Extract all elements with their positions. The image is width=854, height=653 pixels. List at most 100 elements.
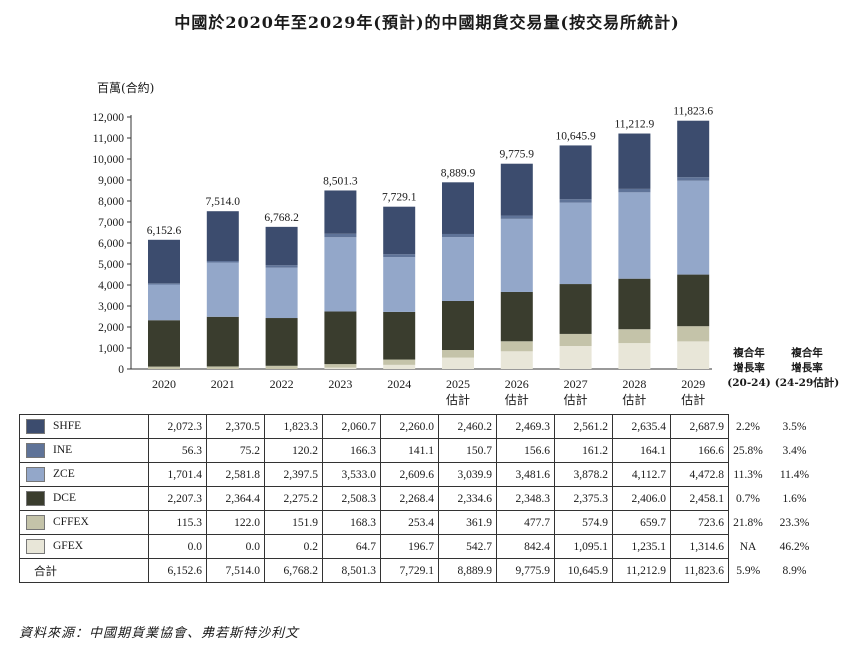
bar-segment-gfex xyxy=(324,367,357,369)
x-tick-label: 2027 xyxy=(564,377,588,391)
bar-total-label: 6,152.6 xyxy=(147,225,182,237)
cagr-header-2-line3: (24-29估計) xyxy=(774,377,840,389)
y-tick-label: 2,000 xyxy=(98,322,124,334)
bar-segment-dce xyxy=(324,311,357,365)
cagr-24-29-cell: 46.2% xyxy=(779,540,810,553)
y-tick-label: 8,000 xyxy=(98,196,124,208)
cagr-20-24-cell: 0.7% xyxy=(736,492,760,505)
table-cell: 2,406.0 xyxy=(612,486,671,511)
bar-segment-zce xyxy=(383,257,416,312)
total-cell: 8,501.3 xyxy=(322,558,381,583)
bar-segment-ine xyxy=(265,265,298,268)
table-cell: 2,268.4 xyxy=(380,486,439,511)
bar-segment-zce xyxy=(677,180,710,275)
cagr-header-1-line2: 增長率 xyxy=(733,362,765,374)
bar-segment-ine xyxy=(500,215,533,219)
table-cell: 2,370.5 xyxy=(206,414,265,439)
table-cell: 361.9 xyxy=(438,510,497,535)
table-cell: 542.7 xyxy=(438,534,497,559)
cagr-20-24-cell: 5.9% xyxy=(736,564,761,577)
table-cell: 1,823.3 xyxy=(264,414,323,439)
table-cell: 2,364.4 xyxy=(206,486,265,511)
x-tick-note: 估計 xyxy=(505,392,529,407)
bar-segment-zce xyxy=(206,262,239,317)
row-name: CFFEX xyxy=(53,516,89,529)
bar-segment-shfe xyxy=(265,226,298,266)
bar-segment-shfe xyxy=(559,145,592,200)
y-tick-label: 11,000 xyxy=(93,133,124,145)
bar-segment-cffex xyxy=(206,366,239,369)
cagr-header-1-line3: (20-24) xyxy=(727,377,771,389)
bar-segment-shfe xyxy=(324,190,357,234)
table-cell: 156.6 xyxy=(496,438,555,463)
y-tick-label: 6,000 xyxy=(98,238,124,250)
row-label: GFEX xyxy=(19,534,149,559)
cagr-24-29-cell: 11.4% xyxy=(779,468,810,481)
cagr-20-24-cell: 2.2% xyxy=(736,420,760,433)
row-label: CFFEX xyxy=(19,510,149,535)
bar-total-label: 8,501.3 xyxy=(323,175,358,187)
cagr-24-29-cell: 23.3% xyxy=(779,516,810,529)
table-cell: 1,235.1 xyxy=(612,534,671,559)
table-cell: 2,375.3 xyxy=(554,486,613,511)
bar-segment-gfex xyxy=(383,364,416,369)
table-cell: 842.4 xyxy=(496,534,555,559)
bar-total-label: 11,823.6 xyxy=(673,106,713,118)
table-cell: 75.2 xyxy=(206,438,265,463)
bar-segment-gfex xyxy=(677,341,710,369)
table-cell: 56.3 xyxy=(148,438,207,463)
bar-segment-ine xyxy=(618,188,651,193)
bar-segment-dce xyxy=(618,278,651,330)
total-cell: 6,152.6 xyxy=(148,558,207,583)
table-cell: 3,533.0 xyxy=(322,462,381,487)
table-cell: 120.2 xyxy=(264,438,323,463)
bar-segment-ine xyxy=(206,260,239,263)
legend-swatch xyxy=(26,491,45,506)
table-cell: 2,508.3 xyxy=(322,486,381,511)
cagr-20-24-cell: NA xyxy=(739,540,757,553)
table-cell: 141.1 xyxy=(380,438,439,463)
cagr-24-29-cell: 8.9% xyxy=(782,564,807,577)
bar-segment-cffex xyxy=(500,341,533,352)
cagr-24-29-cell: 3.4% xyxy=(782,444,807,457)
total-cell: 6,768.2 xyxy=(264,558,323,583)
stacked-bar-chart: 百萬(合約) 0 1,000 2,000 3,000 4,000 5,000 6,000 7,0… xyxy=(92,80,713,407)
bar-total-label: 7,514.0 xyxy=(206,196,241,208)
table-cell: 0.2 xyxy=(264,534,323,559)
table-cell: 2,609.6 xyxy=(380,462,439,487)
table-cell: 2,397.5 xyxy=(264,462,323,487)
table-cell: 2,469.3 xyxy=(496,414,555,439)
table-row: DCE 2,207.3 2,364.4 2,275.2 2,508.3 2,268.4 2,… xyxy=(19,486,822,511)
x-tick-note: 估計 xyxy=(622,392,646,407)
bar-segment-dce xyxy=(265,318,298,366)
table-cell: 659.7 xyxy=(612,510,671,535)
table-cell: 4,112.7 xyxy=(612,462,671,487)
bar-segment-zce xyxy=(618,192,651,279)
bar-segment-ine xyxy=(324,233,357,238)
table-cell: 2,207.3 xyxy=(148,486,207,511)
chart-title: 中國於2020年至2029年(預計)的中國期貨交易量(按交易所統計) xyxy=(174,13,680,32)
table-cell: 196.7 xyxy=(380,534,439,559)
x-tick-label: 2028 xyxy=(622,377,646,391)
bar-segment-dce xyxy=(148,320,180,367)
bar-segment-gfex xyxy=(618,343,651,369)
bar-segment-cffex xyxy=(442,350,474,358)
row-name: ZCE xyxy=(53,468,75,481)
bar-segment-zce xyxy=(148,284,180,321)
table-cell: 64.7 xyxy=(322,534,381,559)
table-cell: 2,334.6 xyxy=(438,486,497,511)
y-tick-label: 0 xyxy=(118,364,124,376)
y-tick-label: 5,000 xyxy=(98,259,124,271)
table-cell: 0.0 xyxy=(148,534,207,559)
x-tick-label: 2026 xyxy=(505,377,529,391)
x-tick-label: 2022 xyxy=(270,377,294,391)
bar-segment-zce xyxy=(324,237,357,312)
table-cell: 2,561.2 xyxy=(554,414,613,439)
bar-segment-ine xyxy=(677,177,710,181)
total-cell: 7,514.0 xyxy=(206,558,265,583)
table-cell: 3,481.6 xyxy=(496,462,555,487)
bar-segment-cffex xyxy=(148,366,180,369)
row-name: SHFE xyxy=(53,420,82,433)
bar-segment-gfex xyxy=(442,357,474,369)
y-tick-label: 1,000 xyxy=(98,343,124,355)
